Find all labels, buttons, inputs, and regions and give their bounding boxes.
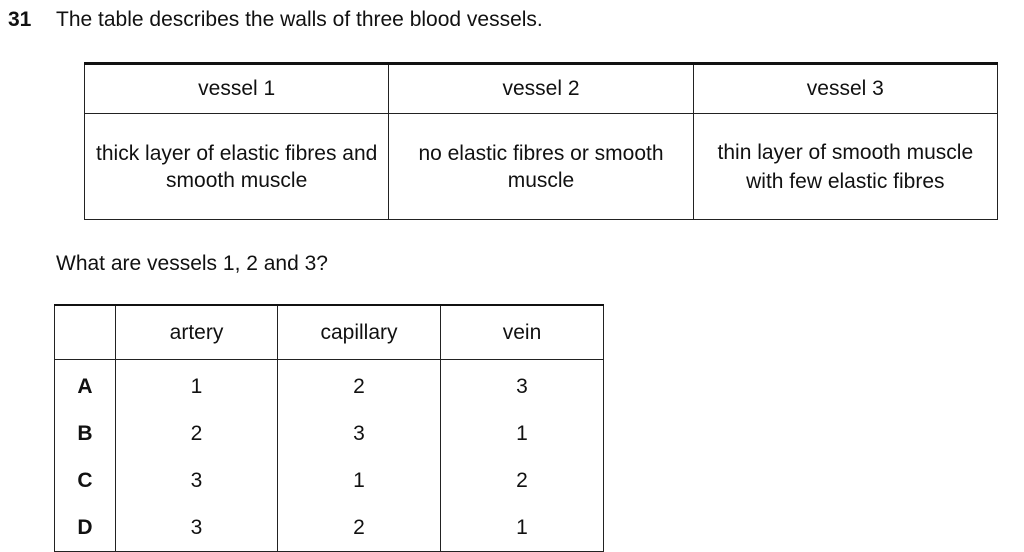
option-vein-value: 2 xyxy=(440,457,604,504)
option-capillary-value: 3 xyxy=(277,410,441,457)
option-vein-value: 1 xyxy=(440,410,604,457)
option-artery-value: 3 xyxy=(115,504,278,552)
option-letter: B xyxy=(54,410,116,457)
capillary-header: capillary xyxy=(277,304,441,360)
option-artery-value: 3 xyxy=(115,457,278,504)
vessel-description-table: vessel 1 vessel 2 vessel 3 thick layer o… xyxy=(83,62,999,220)
answer-options-table: artery capillary vein A 1 2 3 B 2 3 1 C … xyxy=(54,304,604,552)
option-artery-value: 1 xyxy=(115,359,278,410)
option-row-d[interactable]: D 3 2 1 xyxy=(54,504,604,552)
option-vein-value: 3 xyxy=(440,359,604,410)
option-artery-value: 2 xyxy=(115,410,278,457)
option-row-c[interactable]: C 3 1 2 xyxy=(54,457,604,504)
option-capillary-value: 2 xyxy=(277,359,441,410)
question-number: 31 xyxy=(8,8,32,31)
option-letter: D xyxy=(54,504,116,552)
option-capillary-value: 1 xyxy=(277,457,441,504)
vessel-1-header: vessel 1 xyxy=(83,62,390,114)
question-prompt: What are vessels 1, 2 and 3? xyxy=(56,252,328,275)
option-letter: A xyxy=(54,359,116,410)
vessel-1-description: thick layer of elastic fibres and smooth… xyxy=(83,113,390,220)
option-row-a[interactable]: A 1 2 3 xyxy=(54,359,604,410)
options-header-row: artery capillary vein xyxy=(54,304,604,360)
vessel-2-description: no elastic fibres or smooth muscle xyxy=(388,113,694,220)
vein-header: vein xyxy=(440,304,604,360)
artery-header: artery xyxy=(115,304,278,360)
vessel-2-header: vessel 2 xyxy=(388,62,694,114)
vessel-header-row: vessel 1 vessel 2 vessel 3 xyxy=(83,62,999,114)
vessel-description-row: thick layer of elastic fibres and smooth… xyxy=(83,113,999,220)
vessel-3-description: thin layer of smooth muscle with few ela… xyxy=(692,113,999,220)
option-row-b[interactable]: B 2 3 1 xyxy=(54,410,604,457)
question-text: The table describes the walls of three b… xyxy=(56,8,543,31)
options-blank-header xyxy=(54,304,116,360)
vessel-3-header: vessel 3 xyxy=(692,62,999,114)
option-letter: C xyxy=(54,457,116,504)
option-capillary-value: 2 xyxy=(277,504,441,552)
option-vein-value: 1 xyxy=(440,504,604,552)
